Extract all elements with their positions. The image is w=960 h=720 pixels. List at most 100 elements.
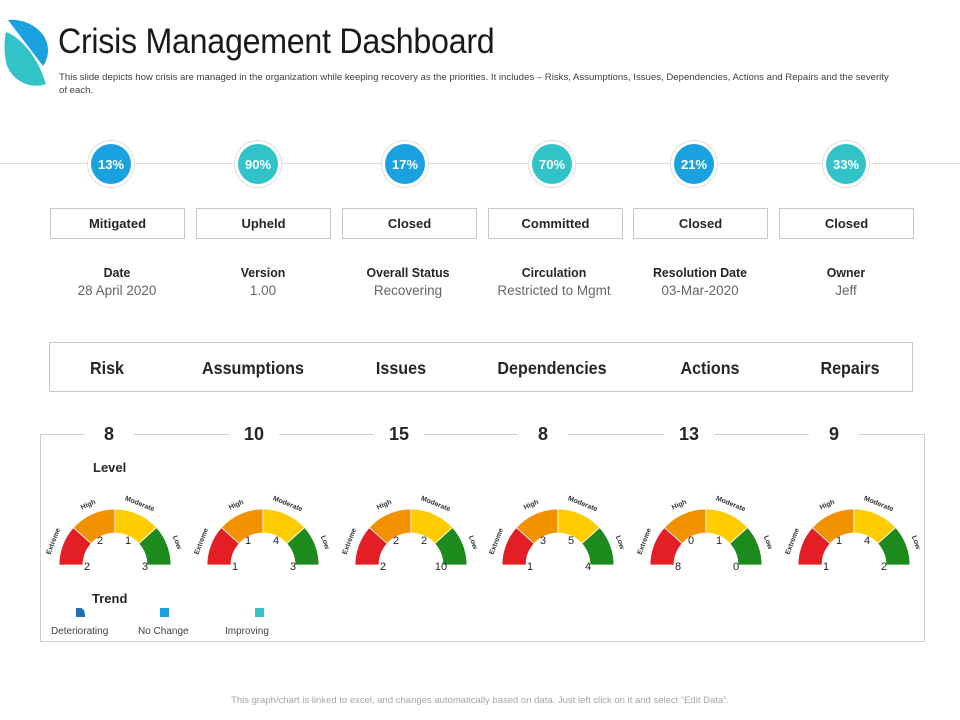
progress-value: 70%	[532, 144, 572, 184]
gauge-label-low: Low	[762, 535, 774, 551]
gauge-segment-low	[729, 526, 763, 566]
gauge-label-low: Low	[171, 535, 183, 551]
count-assumptions: 10	[229, 424, 279, 445]
panel-border	[278, 434, 378, 435]
panel-border	[857, 434, 925, 435]
gauge-label-high: High	[376, 499, 393, 512]
progress-value: 13%	[91, 144, 131, 184]
count-dependencies: 8	[518, 424, 568, 445]
count-risk: 8	[84, 424, 134, 445]
status-box-closed: Closed	[633, 208, 768, 239]
category-assumptions: Assumptions	[201, 358, 304, 378]
info-label: Circulation	[521, 265, 587, 280]
info-label: Resolution Date	[652, 265, 748, 280]
footer-note: This graph/chart is linked to excel, and…	[231, 695, 729, 706]
gauge-value-high: 1	[836, 535, 842, 547]
progress-circle: 21%	[670, 140, 718, 188]
legend-no-change: No Change	[138, 626, 189, 637]
panel-border	[40, 434, 84, 435]
gauge-value-moderate: 1	[716, 535, 722, 547]
gauge-value-moderate: 5	[568, 535, 574, 547]
panel-border	[568, 434, 666, 435]
info-label: Date	[103, 265, 131, 280]
panel-border	[422, 434, 520, 435]
progress-circle: 13%	[87, 140, 135, 188]
gauge-value-high: 1	[245, 535, 251, 547]
status-box-closed: Closed	[779, 208, 914, 239]
gauge-value-low: 4	[585, 561, 591, 573]
progress-circle: 70%	[528, 140, 576, 188]
gauge-value-extreme: 2	[84, 561, 90, 573]
progress-value: 33%	[826, 144, 866, 184]
info-label: Version	[240, 265, 286, 280]
info-owner: Owner Jeff	[766, 265, 926, 298]
gauge-label-high: High	[671, 499, 688, 512]
gauge-value-high: 3	[540, 535, 546, 547]
info-value: Restricted to Mgmt	[497, 283, 611, 298]
category-repairs: Repairs	[820, 358, 880, 378]
count-issues: 15	[374, 424, 424, 445]
status-box-mitigated: Mitigated	[50, 208, 185, 239]
info-resolution-date: Resolution Date 03-Mar-2020	[620, 265, 780, 298]
level-label: Level	[93, 460, 127, 475]
gauge-segment-low	[286, 526, 320, 566]
gauge-value-low: 0	[733, 561, 739, 573]
page-subtitle: This slide depicts how crisis are manage…	[59, 72, 889, 96]
info-label: Overall Status	[366, 265, 450, 280]
category-bar	[49, 342, 913, 392]
category-risk: Risk	[89, 358, 125, 378]
gauge-value-extreme: 8	[675, 561, 681, 573]
gauge-label-high: High	[80, 499, 97, 512]
info-version: Version 1.00	[183, 265, 343, 298]
info-value: Recovering	[373, 283, 443, 298]
status-box-committed: Committed	[488, 208, 623, 239]
progress-circle: 33%	[822, 140, 870, 188]
gauge-panel	[40, 434, 925, 642]
panel-border	[130, 434, 230, 435]
gauge-label-low: Low	[910, 535, 922, 551]
gauge-segment-low	[434, 526, 468, 566]
gauge-label-low: Low	[614, 535, 626, 551]
gauge-segment-low	[877, 526, 911, 566]
gauge-value-low: 3	[290, 561, 296, 573]
gauge-value-high: 0	[688, 535, 694, 547]
logo-icon	[4, 19, 48, 86]
gauge-value-low: 3	[142, 561, 148, 573]
gauge-label-low: Low	[319, 535, 331, 551]
legend-improving: Improving	[225, 626, 269, 637]
gauge-value-moderate: 2	[421, 535, 427, 547]
half-square-icon	[76, 608, 85, 617]
progress-circle: 17%	[381, 140, 429, 188]
gauge-label-low: Low	[467, 535, 479, 551]
info-value: Jeff	[835, 283, 857, 298]
square-icon	[255, 608, 264, 617]
category-issues: Issues	[375, 358, 427, 378]
info-value: 1.00	[249, 283, 277, 298]
gauge-label-high: High	[819, 499, 836, 512]
status-box-closed: Closed	[342, 208, 477, 239]
legend-deteriorating: Deteriorating	[51, 626, 109, 637]
count-repairs: 9	[809, 424, 859, 445]
page-title: Crisis Management Dashboard	[58, 22, 495, 61]
gauge-value-extreme: 1	[823, 561, 829, 573]
info-overall-status: Overall Status Recovering	[328, 265, 488, 298]
info-date: Date 28 April 2020	[37, 265, 197, 298]
gauge-value-moderate: 4	[864, 535, 870, 547]
gauge-segment-low	[138, 526, 172, 566]
trend-label: Trend	[92, 591, 128, 606]
square-icon	[160, 608, 169, 617]
info-value: 28 April 2020	[77, 283, 157, 298]
count-actions: 13	[664, 424, 714, 445]
gauge-value-extreme: 2	[380, 561, 386, 573]
progress-value: 90%	[238, 144, 278, 184]
category-dependencies: Dependencies	[497, 358, 607, 378]
gauge-value-high: 2	[393, 535, 399, 547]
info-label: Owner	[826, 265, 866, 280]
category-actions: Actions	[680, 358, 740, 378]
